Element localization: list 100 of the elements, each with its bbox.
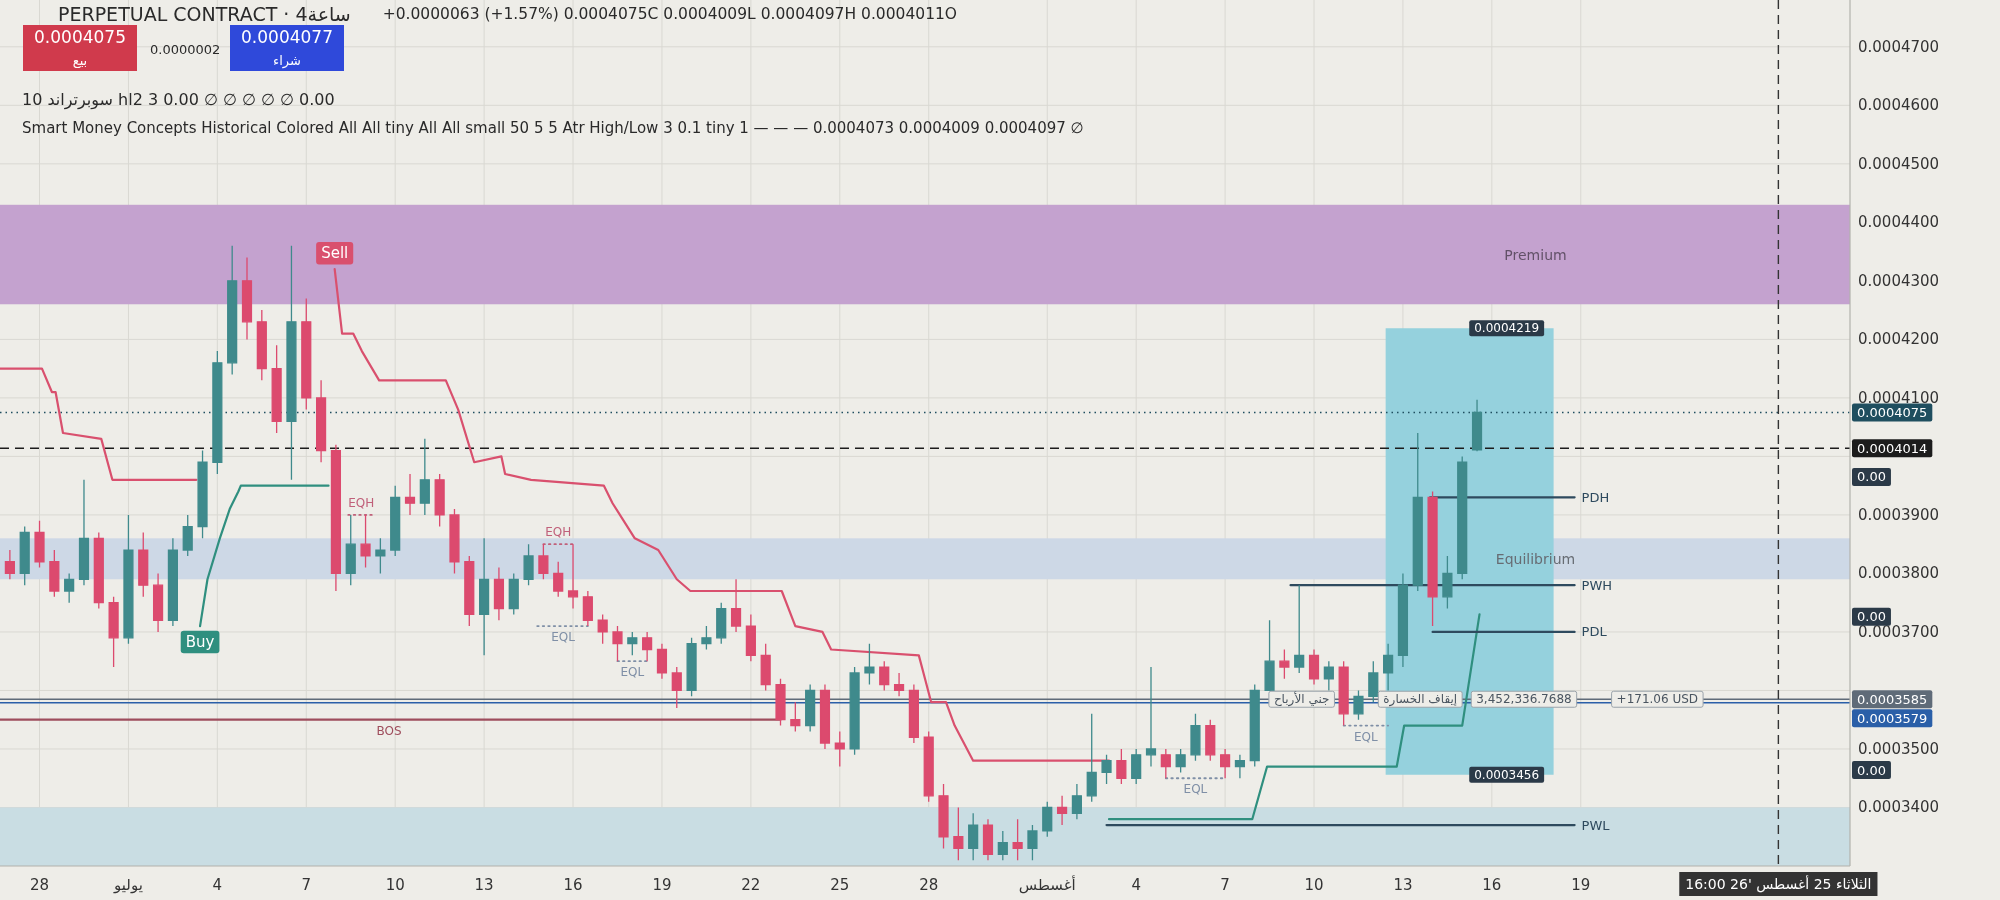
data-label: EQL <box>620 665 645 680</box>
x-tick-label: 25 <box>830 876 850 894</box>
line-series <box>0 367 198 481</box>
candlestick <box>375 537 386 575</box>
x-tick-label: 13 <box>1393 876 1413 894</box>
data-label: EQH <box>348 495 375 510</box>
x-tick-label: 28 <box>29 876 50 894</box>
annotation: بيع <box>72 52 88 69</box>
candlestick <box>286 245 297 481</box>
x-tick-label: أغسطس <box>1018 875 1076 894</box>
candlestick <box>464 555 475 627</box>
data-label: PWL <box>1581 817 1611 833</box>
data-label: PDH <box>1581 489 1610 505</box>
candlestick <box>1175 748 1186 774</box>
data-label: EQL <box>1183 782 1208 797</box>
candlestick <box>434 473 445 528</box>
candlestick <box>479 537 490 656</box>
y-tick-label: 0.0003800 <box>1858 564 1940 583</box>
x-tick-label: 16 <box>563 876 583 894</box>
candlestick <box>493 566 505 621</box>
candlestick <box>1042 800 1053 838</box>
candlestick <box>1338 660 1349 727</box>
x-tick-label: 7 <box>1220 876 1230 894</box>
candlestick <box>864 643 875 686</box>
candlestick <box>1249 683 1260 768</box>
annotation: 0.00 <box>1857 609 1886 625</box>
candlestick <box>449 508 460 575</box>
candlestick <box>849 666 860 756</box>
candlestick <box>1116 748 1127 785</box>
annotation: 0.00 <box>1857 762 1886 778</box>
annotation: 0.0000002 <box>150 41 221 57</box>
annotation: +171.06 USD <box>1616 692 1699 707</box>
y-tick-label: 0.0003500 <box>1858 739 1940 758</box>
candlestick <box>1264 619 1275 692</box>
candlestick <box>212 350 223 475</box>
band-label: Premium <box>1504 246 1567 263</box>
candlestick <box>671 666 682 709</box>
annotation: 0.00 <box>1857 469 1886 485</box>
candlestick <box>123 514 134 645</box>
y-tick-label: 0.0004300 <box>1858 271 1940 290</box>
candlestick <box>508 572 519 616</box>
candlestick <box>241 256 253 341</box>
candlestick <box>1412 432 1423 592</box>
candlestick <box>597 613 608 645</box>
y-tick-label: 0.0004100 <box>1858 388 1940 407</box>
candlestick <box>330 444 342 592</box>
candlestick <box>1086 713 1097 803</box>
ref-line-label: الثلاثاء 25 أغسطس '26 16:00 <box>1685 875 1872 893</box>
ref-line-label: 0.0003579 <box>1857 710 1928 726</box>
ref-line-label: 0.0003585 <box>1857 691 1928 707</box>
candlestick <box>567 543 579 610</box>
x-tick-label: 7 <box>301 876 312 894</box>
candlestick <box>1234 754 1246 779</box>
candlestick <box>1308 648 1320 686</box>
candlestick <box>227 245 238 376</box>
candlestick <box>1027 824 1038 861</box>
candlestick <box>256 309 267 381</box>
candlestick <box>1160 748 1171 779</box>
y-tick-label: 0.0004400 <box>1858 213 1940 232</box>
candlestick <box>419 438 430 516</box>
x-tick-label: 28 <box>919 876 939 894</box>
annotation: جني الأرباح <box>1273 691 1330 708</box>
data-label: Sell <box>321 244 349 263</box>
annotation: 0.0004075 <box>34 27 126 47</box>
candlestick <box>1279 648 1290 680</box>
candlestick <box>108 596 119 668</box>
candlestick <box>805 683 816 733</box>
candlestick <box>34 520 45 569</box>
candlestick <box>938 783 949 850</box>
candlestick <box>1071 783 1082 820</box>
annotation: 0.0003456 <box>1474 767 1540 782</box>
ref-line-label: 0.0004075 <box>1857 405 1928 421</box>
candlestick <box>78 479 90 586</box>
annotation: 3,452,336.7688 <box>1476 692 1572 707</box>
candlestick <box>1056 795 1068 826</box>
candlestick <box>1397 572 1409 668</box>
candlestick <box>167 537 178 627</box>
candlestick <box>538 543 549 580</box>
candlestick <box>1457 455 1468 580</box>
candlestick <box>523 543 534 586</box>
candlestick <box>730 578 742 633</box>
candlestick <box>819 683 831 750</box>
candlestick <box>1368 660 1379 703</box>
x-tick-label: 16 <box>1482 876 1502 894</box>
candlestick <box>271 344 282 434</box>
data-label: EQL <box>551 630 576 645</box>
x-tick-label: 4 <box>212 876 223 894</box>
annotation: سوبرتراند 10 hl2 3 0.00 ∅ ∅ ∅ ∅ ∅ 0.00 <box>22 89 335 110</box>
candlestick <box>582 590 593 627</box>
ref-line-label: 0.0004014 <box>1857 440 1928 456</box>
candlestick <box>686 637 697 697</box>
annotation: 0.0004219 <box>1474 321 1540 336</box>
candlestick <box>968 812 979 861</box>
annotation: 0.0004077 <box>241 27 333 47</box>
candlestick <box>138 531 149 598</box>
annotation: إيقاف الخسارة <box>1383 692 1458 708</box>
candlestick <box>716 602 727 645</box>
candlestick <box>893 672 905 697</box>
candlestick <box>1353 689 1364 721</box>
candlestick <box>1383 643 1394 692</box>
